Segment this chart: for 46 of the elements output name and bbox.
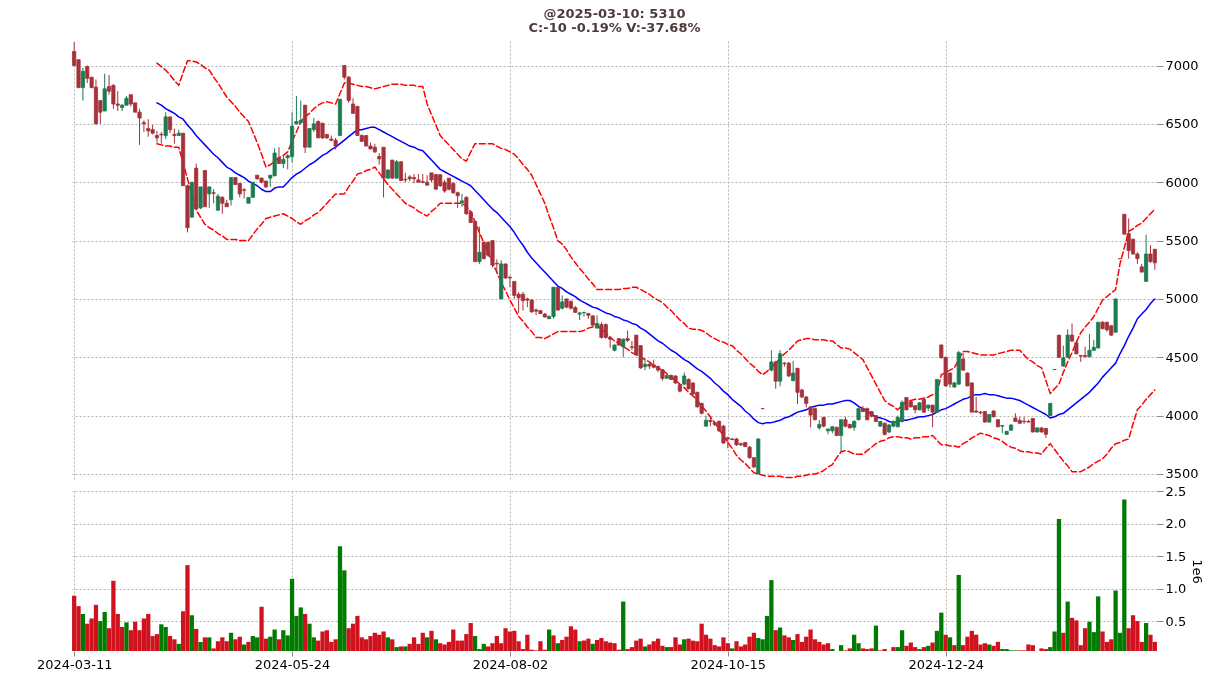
chart-title: @2025-03-10: 5310: [543, 6, 686, 21]
candlestick: [154, 130, 159, 144]
y-tick-label: 1.0: [1165, 581, 1187, 597]
candlestick: [272, 147, 277, 177]
y-tick-label: 2.5: [1165, 483, 1187, 499]
y-tick-label: 6000: [1165, 174, 1199, 190]
candlestick: [795, 367, 800, 405]
candlestick: [390, 159, 395, 180]
candlestick: [298, 100, 303, 125]
y-tick-label: 6500: [1165, 116, 1199, 132]
candlestick: [80, 67, 85, 102]
candlestick: [930, 404, 935, 428]
candlestick: [276, 146, 282, 165]
line-series: [156, 60, 1156, 411]
candlestick: [394, 159, 399, 180]
y-tick-label: 7000: [1165, 58, 1199, 74]
candlestick: [773, 360, 778, 390]
y-tick-label: 5000: [1165, 291, 1199, 307]
y-tick-label: 4500: [1165, 349, 1199, 365]
candlestick: [808, 405, 813, 428]
candlestick: [102, 73, 107, 112]
candlestick: [1056, 334, 1061, 359]
y-tick-label: 1.5: [1165, 548, 1187, 564]
x-tick-label: 2024-08-02: [472, 656, 549, 672]
y-tick-label: 4000: [1165, 408, 1199, 424]
line-series: [156, 142, 1156, 479]
y-tick-label: 5500: [1165, 233, 1199, 249]
x-tick-label: 2024-12-24: [908, 656, 984, 672]
y-axis-title: 1e6: [1190, 559, 1206, 584]
x-tick-label: 2024-03-11: [36, 656, 113, 672]
candlestick: [207, 186, 212, 209]
candlestick: [961, 352, 966, 372]
y-tick-label: 3500: [1165, 466, 1199, 482]
x-tick-label: 2024-10-15: [690, 656, 767, 672]
x-tick-label: 2024-05-24: [254, 656, 331, 672]
candlestick: [477, 226, 482, 265]
candlestick: [1126, 217, 1131, 260]
candlestick: [555, 286, 560, 312]
candlestick: [163, 111, 168, 140]
chart-subtitle: C:-10 -0.19% V:-37.68%: [528, 20, 701, 35]
line-series: [156, 102, 1156, 425]
y-tick-label: 0.5: [1165, 613, 1187, 629]
candlestick: [839, 419, 844, 453]
y-tick-label: 2.0: [1165, 516, 1187, 532]
candlestick: [581, 311, 587, 317]
candlestick: [595, 314, 600, 329]
